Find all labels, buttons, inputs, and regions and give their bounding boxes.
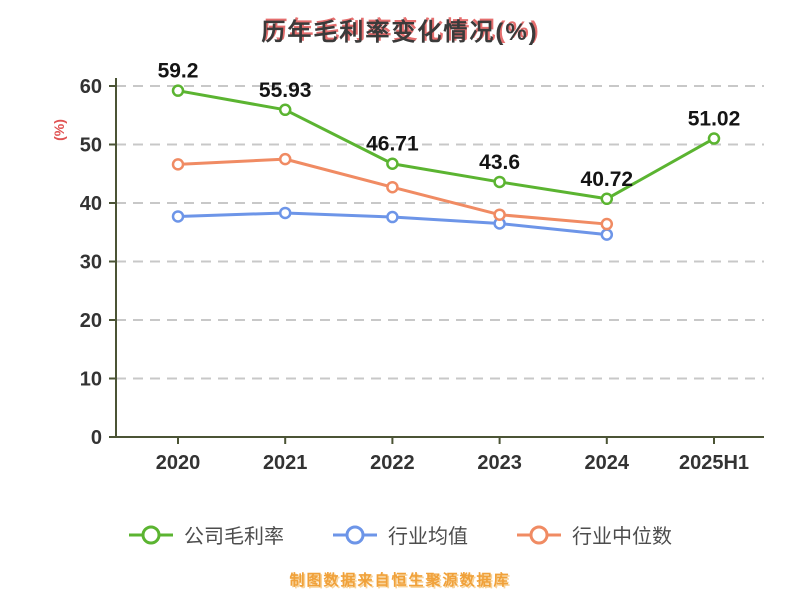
value-label: 46.71	[366, 133, 419, 156]
x-tick-label: 2024	[585, 452, 630, 474]
legend-label-industry-avg: 行业均值	[388, 526, 468, 548]
series-point-行业中位数	[386, 180, 399, 194]
legend-item-industry-median[interactable]: 行业中位数	[516, 520, 672, 549]
value-label: 43.6	[479, 151, 520, 174]
chart-title: 历年毛利率变化情况(%)	[261, 19, 539, 46]
y-tick-label: 10	[80, 369, 102, 391]
y-axis-title: (%)	[51, 119, 67, 141]
value-label: 51.02	[688, 108, 741, 131]
series-point-公司毛利率	[493, 175, 506, 189]
data-source-note: 制图数据来自恒生聚源数据库	[289, 572, 511, 589]
series-point-行业中位数	[600, 217, 614, 231]
x-tick-label: 2020	[156, 452, 201, 474]
x-tick-label: 2023	[477, 452, 522, 474]
series-line-公司毛利率	[176, 89, 716, 201]
y-tick-label: 0	[91, 427, 102, 449]
y-tick-label: 30	[80, 252, 102, 274]
legend-marker-company-icon	[129, 525, 173, 544]
y-tick-label: 50	[80, 135, 102, 157]
series-point-公司毛利率	[171, 84, 185, 97]
x-tick-label: 2022	[370, 452, 415, 474]
legend-item-company[interactable]: 公司毛利率	[128, 520, 284, 549]
legend-item-industry-avg[interactable]: 行业均值	[332, 520, 468, 549]
y-tick-label: 20	[80, 310, 102, 332]
legend-marker-industry-median-icon	[517, 525, 561, 544]
y-tick-label: 60	[80, 76, 102, 98]
legend-label-company: 公司毛利率	[184, 526, 284, 548]
value-label: 59.2	[158, 60, 199, 83]
legend-label-industry-median: 行业中位数	[572, 526, 672, 548]
legend: 公司毛利率 行业均值 行业中位数	[0, 520, 800, 549]
series-point-行业中位数	[171, 158, 185, 171]
value-label: 55.93	[259, 79, 312, 102]
x-tick-label: 2025H1	[679, 452, 749, 474]
series-point-行业均值	[600, 228, 614, 241]
legend-marker-industry-avg-icon	[333, 525, 377, 544]
series-point-行业均值	[386, 210, 399, 224]
series-point-公司毛利率	[600, 192, 614, 206]
series-point-公司毛利率	[386, 157, 399, 170]
series-point-公司毛利率	[707, 132, 721, 145]
value-label: 40.72	[581, 168, 634, 191]
series-point-行业中位数	[278, 152, 292, 166]
series-point-行业均值	[171, 210, 185, 223]
series-point-行业均值	[278, 206, 292, 220]
series-point-行业中位数	[493, 208, 506, 221]
x-tick-label: 2021	[263, 452, 308, 474]
y-tick-label: 40	[80, 193, 102, 215]
series-point-公司毛利率	[278, 103, 292, 117]
